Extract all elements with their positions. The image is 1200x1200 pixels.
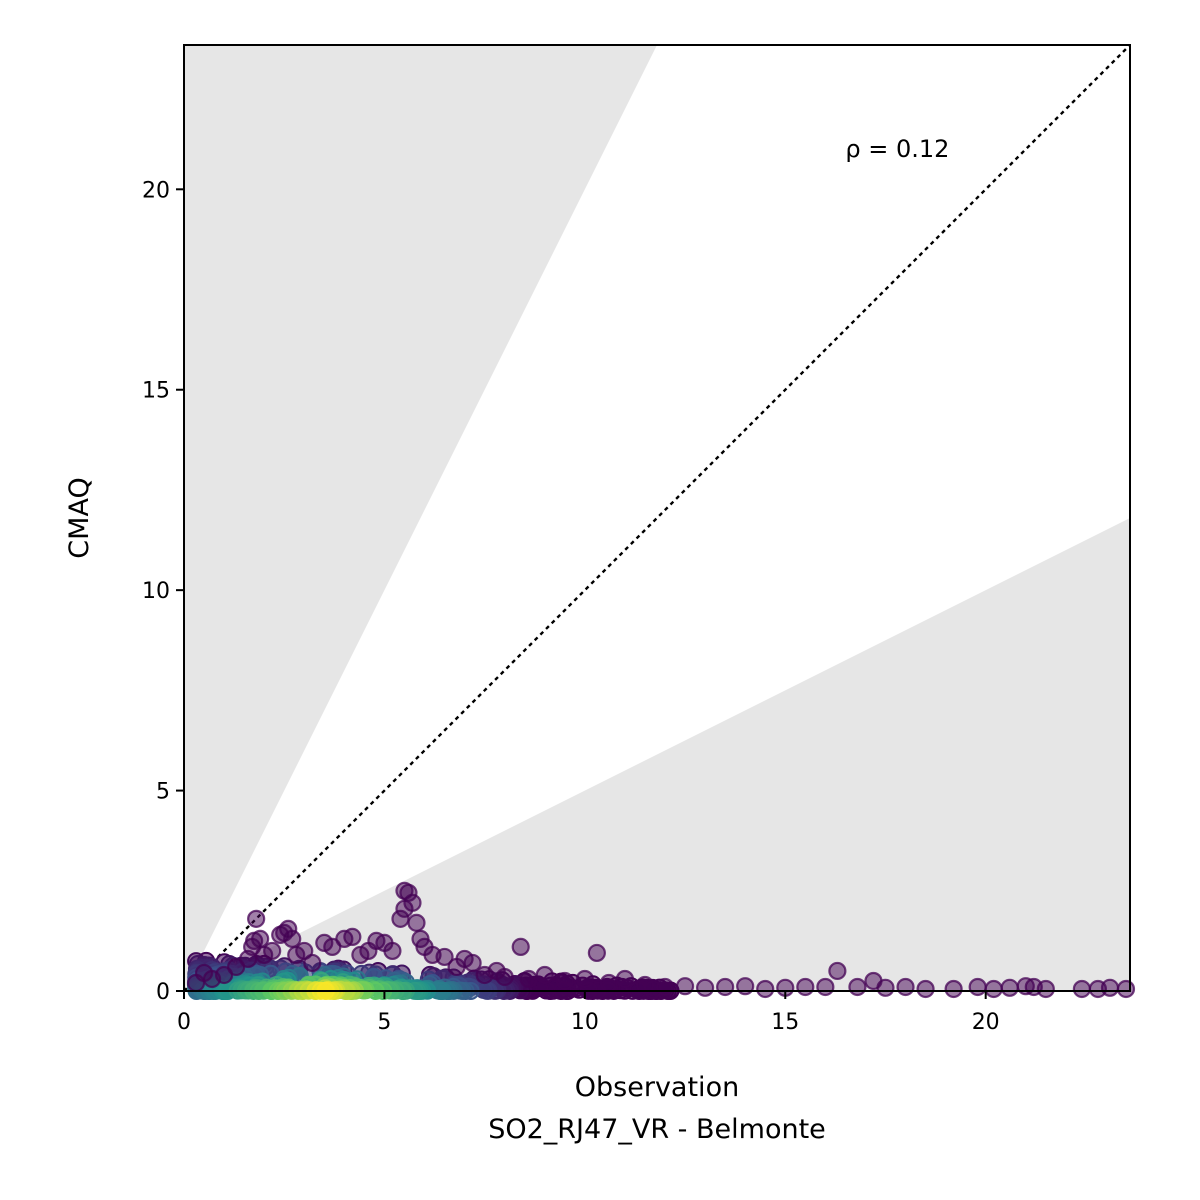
data-point: [247, 909, 266, 928]
y-tick-label: 5: [156, 780, 170, 805]
one-to-one-line: [183, 44, 1131, 992]
data-point: [916, 979, 935, 999]
data-point: [303, 953, 322, 973]
data-point: [575, 969, 594, 989]
data-point: [716, 977, 735, 997]
data-point: [756, 979, 775, 999]
data-point: [343, 927, 362, 946]
data-point: [816, 977, 835, 997]
data-point: [519, 969, 538, 989]
y-axis-label: CMAQ: [64, 477, 95, 558]
shaded-region-upper: [184, 45, 657, 991]
data-point: [944, 979, 963, 999]
data-point: [383, 941, 402, 961]
data-point: [635, 975, 655, 995]
y-tick-label: 15: [142, 379, 170, 404]
data-point: [615, 969, 635, 989]
x-tick-label: 15: [771, 1010, 799, 1035]
x-axis-ticks: 0 5 10 15 20: [177, 991, 1000, 1035]
data-point: [407, 913, 426, 932]
data-point: [796, 977, 815, 997]
y-tick-label: 10: [142, 579, 170, 604]
data-point: [263, 941, 282, 961]
data-point: [828, 961, 847, 981]
y-tick-label: 20: [142, 178, 170, 203]
x-tick-label: 0: [177, 1010, 191, 1035]
data-point: [1100, 978, 1120, 997]
data-point: [896, 977, 915, 997]
data-point: [599, 973, 618, 993]
data-point: [495, 967, 514, 987]
data-point: [696, 978, 715, 997]
data-point: [848, 977, 867, 997]
data-point: [1036, 979, 1055, 999]
correlation-annotation: ρ = 0.12: [845, 135, 949, 163]
data-point: [984, 979, 1003, 999]
plot-area: [183, 44, 1136, 1000]
data-point: [587, 943, 606, 963]
x-tick-label: 20: [972, 1010, 1000, 1035]
data-point: [511, 937, 530, 957]
axes-frame: [183, 44, 1131, 992]
data-point: [463, 953, 482, 973]
data-point: [1072, 979, 1091, 999]
data-point: [395, 899, 414, 918]
data-point: [535, 965, 554, 985]
data-point: [1000, 978, 1019, 997]
x-tick-label: 5: [377, 1010, 391, 1035]
data-points: [186, 881, 1136, 1000]
data-point: [876, 978, 895, 997]
x-tick-label: 10: [571, 1010, 599, 1035]
data-point: [1116, 979, 1136, 999]
x-axis-sublabel: SO2_RJ47_VR - Belmonte: [488, 1114, 826, 1145]
shaded-region-lower: [184, 518, 1130, 991]
data-point: [968, 977, 987, 997]
data-point: [655, 977, 675, 997]
data-point: [435, 947, 454, 967]
data-point: [555, 971, 574, 991]
y-tick-label: 0: [156, 980, 170, 1005]
y-axis-ticks: 0 5 10 15 20: [142, 178, 184, 1005]
x-axis-label: Observation: [575, 1072, 739, 1103]
